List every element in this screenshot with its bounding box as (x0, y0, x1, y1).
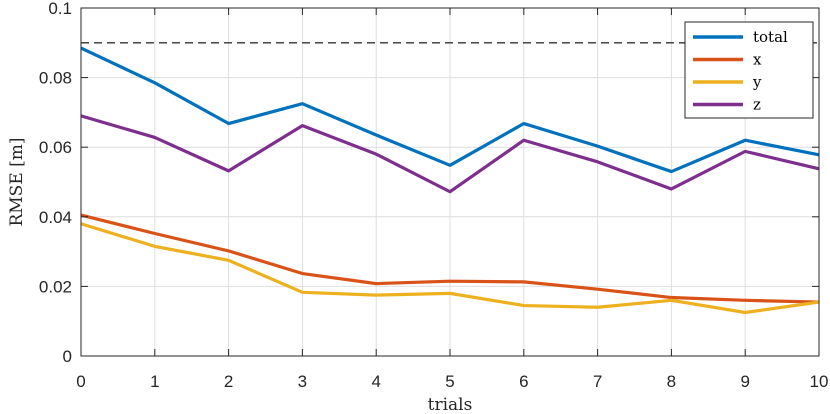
y-axis-label: RMSE [m] (7, 137, 27, 226)
legend-label-x: x (753, 51, 762, 69)
x-axis-label: trials (428, 395, 473, 414)
y-tick-label: 0.02 (39, 277, 72, 296)
series-line-y (80, 222, 820, 315)
x-tick-label: 5 (445, 372, 454, 391)
legend-label-z: z (753, 96, 761, 114)
series-line-z (80, 114, 820, 194)
legend: total xyz (684, 21, 814, 119)
x-tick-label: 4 (371, 372, 380, 391)
series-lines (80, 46, 820, 315)
x-tick-label: 6 (519, 372, 528, 391)
y-tick-label: 0.04 (39, 208, 72, 227)
y-tick-label: 0.1 (48, 0, 72, 18)
series-line-x (80, 213, 820, 304)
legend-label-y: y (752, 73, 762, 91)
x-tick-label: 1 (150, 372, 159, 391)
x-tick-label: 3 (298, 372, 307, 391)
y-tick-label: 0.08 (39, 69, 72, 88)
series-line-total (80, 46, 820, 174)
x-tick-label: 8 (667, 372, 676, 391)
x-tick-label: 9 (740, 372, 749, 391)
x-tick-label: 10 (810, 372, 829, 391)
y-tick-label: 0 (63, 347, 72, 366)
axis-ticks: 0 1 2 3 4 5 6 7 8 9 10 0 0.02 0.04 0.06 0.08 0.1 (39, 0, 829, 391)
x-tick-label: 2 (224, 372, 233, 391)
legend-label-total: total (753, 28, 788, 46)
y-tick-label: 0.06 (39, 138, 72, 157)
x-tick-label: 0 (76, 372, 85, 391)
x-tick-label: 7 (593, 372, 602, 391)
